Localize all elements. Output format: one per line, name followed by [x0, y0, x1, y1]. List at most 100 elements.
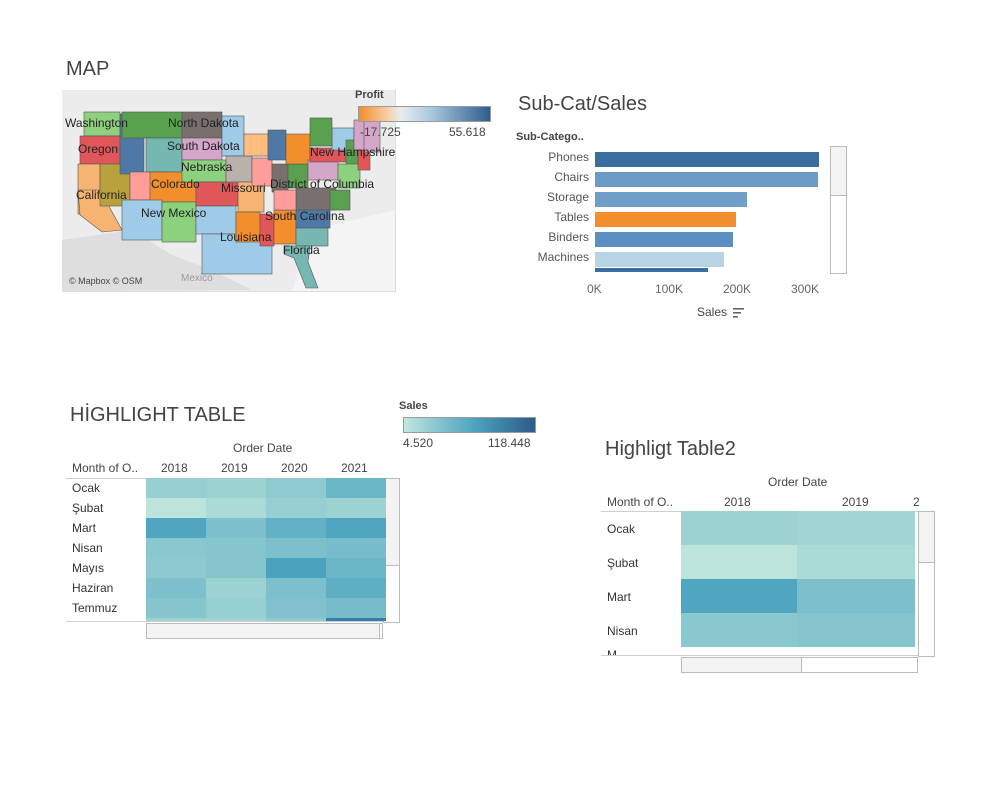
month-row-header: Month of O.. — [72, 461, 139, 475]
state-label: South Dakota — [167, 139, 240, 153]
year-header: 2019 — [842, 495, 869, 509]
highlight-cell[interactable] — [681, 511, 797, 545]
highlight2-vertical-scrollbar[interactable] — [918, 511, 935, 657]
bar-category-label: Chairs — [554, 170, 589, 184]
sort-descending-icon[interactable] — [733, 306, 745, 318]
bar-category-label: Machines — [537, 250, 589, 264]
month-row-label: M — [607, 648, 617, 655]
highlight-cell[interactable] — [681, 545, 797, 579]
year-header: 2018 — [161, 461, 188, 475]
subcat-title: Sub-Cat/Sales — [518, 93, 647, 115]
highlight-cell[interactable] — [326, 478, 386, 498]
year-header: 2019 — [221, 461, 248, 475]
highlight-horizontal-scrollbar[interactable] — [146, 623, 383, 639]
bar-storage[interactable] — [595, 192, 747, 207]
scrollbar-thumb[interactable] — [147, 624, 380, 638]
highlight-cell[interactable] — [206, 518, 266, 538]
highlight-cell[interactable] — [326, 538, 386, 558]
highlight-cell[interactable] — [797, 545, 915, 579]
highlight-cell[interactable] — [206, 578, 266, 598]
highlight-cell[interactable] — [266, 478, 326, 498]
state-label: Louisiana — [220, 230, 272, 244]
highlight-vertical-scrollbar[interactable] — [383, 478, 400, 623]
highlight-cell-partial — [146, 618, 206, 621]
sales-legend-gradient — [403, 417, 536, 433]
highlight-cell[interactable] — [681, 579, 797, 613]
bar-phones[interactable] — [595, 152, 819, 167]
bar-category-label: Storage — [546, 190, 589, 204]
bar-binders[interactable] — [595, 232, 733, 247]
state-label: Washington — [65, 116, 128, 130]
highlight-cell[interactable] — [266, 558, 326, 578]
highlight-cell[interactable] — [797, 511, 915, 545]
highlight-cell[interactable] — [326, 598, 386, 618]
scrollbar-thumb[interactable] — [919, 512, 934, 563]
highlight-cell[interactable] — [146, 538, 206, 558]
highlight-cell[interactable] — [266, 518, 326, 538]
map-shapes — [62, 90, 395, 291]
highlight-cell[interactable] — [206, 498, 266, 518]
state-label: Colorado — [151, 177, 200, 191]
highlight-cell[interactable] — [146, 598, 206, 618]
highlight-cell[interactable] — [326, 518, 386, 538]
highlight-table2-title: Highligt Table2 — [605, 438, 736, 460]
highlight-cell[interactable] — [146, 578, 206, 598]
year-header: 2018 — [724, 495, 751, 509]
highlight-cell[interactable] — [326, 578, 386, 598]
highlight-cell[interactable] — [797, 613, 915, 647]
country-label-mexico: Mexico — [181, 273, 213, 284]
sales-legend-max: 118.448 — [488, 436, 531, 450]
highlight-cell[interactable] — [146, 518, 206, 538]
subcat-vertical-scrollbar[interactable] — [830, 146, 847, 274]
highlight-cell[interactable] — [206, 558, 266, 578]
month-row-label: Haziran — [72, 581, 114, 595]
order-date-header-2: Order Date — [768, 475, 828, 489]
us-profit-map[interactable]: Washington North Dakota Oregon South Dak… — [62, 90, 396, 292]
sales-tick-label: 0K — [587, 282, 602, 296]
state-label: District of Columbia — [270, 177, 375, 191]
sales-tick-label: 300K — [791, 282, 820, 296]
month-row-label: Şubat — [607, 556, 639, 570]
highlight-cell[interactable] — [797, 579, 915, 613]
state-label: New Mexico — [141, 206, 207, 220]
highlight-cell[interactable] — [681, 613, 797, 647]
month-row-label: Mayıs — [72, 561, 105, 575]
highlight-cell[interactable] — [266, 578, 326, 598]
state-label: South Carolina — [265, 209, 345, 223]
highlight-cell[interactable] — [326, 558, 386, 578]
scrollbar-thumb[interactable] — [831, 147, 846, 196]
month-row-label: Ocak — [72, 481, 101, 495]
highlight2-horizontal-scrollbar[interactable] — [681, 657, 918, 673]
year-header: 2 — [913, 495, 920, 509]
table-bottom-divider — [66, 621, 384, 622]
highlight-cell[interactable] — [146, 498, 206, 518]
subcat-bar-chart — [510, 146, 835, 272]
map-attribution[interactable]: © Mapbox © OSM — [69, 276, 143, 286]
highlight-cell[interactable] — [266, 598, 326, 618]
subcat-column-header: Sub-Catego.. — [516, 131, 584, 143]
order-date-header: Order Date — [233, 441, 293, 455]
scrollbar-thumb[interactable] — [682, 658, 802, 672]
scrollbar-thumb[interactable] — [384, 479, 399, 566]
highlight-cell[interactable] — [206, 598, 266, 618]
bar-category-label: Tables — [554, 210, 589, 224]
highlight-cell[interactable] — [206, 478, 266, 498]
highlight-cell[interactable] — [266, 498, 326, 518]
profit-legend-gradient — [358, 106, 491, 122]
profit-legend-max: 55.618 — [449, 125, 486, 139]
highlight-cell[interactable] — [326, 498, 386, 518]
highlight-cell[interactable] — [146, 558, 206, 578]
highlight-cell[interactable] — [266, 538, 326, 558]
bar-tables[interactable] — [595, 212, 736, 227]
month-row-label: Nisan — [72, 541, 103, 555]
highlight-cell[interactable] — [206, 538, 266, 558]
bar-machines[interactable] — [595, 252, 724, 267]
bar-extra-partial — [595, 268, 708, 272]
state-label: Florida — [283, 243, 320, 257]
sales-tick-label: 100K — [655, 282, 684, 296]
month-row-label: Şubat — [72, 501, 104, 515]
state-label: New Hampshire — [310, 145, 396, 159]
state-label: Nebraska — [181, 160, 233, 174]
bar-chairs[interactable] — [595, 172, 818, 187]
highlight-cell[interactable] — [146, 478, 206, 498]
